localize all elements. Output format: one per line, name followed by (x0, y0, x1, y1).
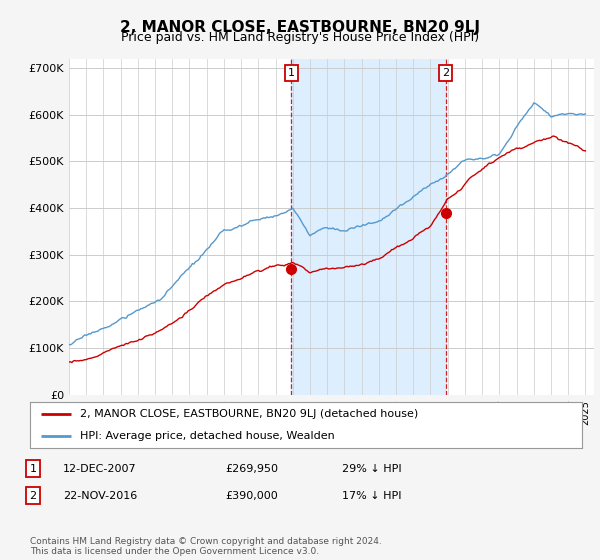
Text: £390,000: £390,000 (225, 491, 278, 501)
Text: £269,950: £269,950 (225, 464, 278, 474)
Text: 1: 1 (29, 464, 37, 474)
Text: Contains HM Land Registry data © Crown copyright and database right 2024.
This d: Contains HM Land Registry data © Crown c… (30, 536, 382, 556)
Bar (292, 59, 446, 395)
Text: 17% ↓ HPI: 17% ↓ HPI (342, 491, 401, 501)
Text: 1: 1 (288, 68, 295, 78)
Text: 29% ↓ HPI: 29% ↓ HPI (342, 464, 401, 474)
Text: 2, MANOR CLOSE, EASTBOURNE, BN20 9LJ: 2, MANOR CLOSE, EASTBOURNE, BN20 9LJ (120, 20, 480, 35)
Text: 2, MANOR CLOSE, EASTBOURNE, BN20 9LJ (detached house): 2, MANOR CLOSE, EASTBOURNE, BN20 9LJ (de… (80, 409, 418, 419)
Text: 12-DEC-2007: 12-DEC-2007 (63, 464, 137, 474)
Text: 2: 2 (442, 68, 449, 78)
Text: HPI: Average price, detached house, Wealden: HPI: Average price, detached house, Weal… (80, 431, 334, 441)
Text: 2: 2 (29, 491, 37, 501)
Text: Price paid vs. HM Land Registry's House Price Index (HPI): Price paid vs. HM Land Registry's House … (121, 31, 479, 44)
Text: 22-NOV-2016: 22-NOV-2016 (63, 491, 137, 501)
